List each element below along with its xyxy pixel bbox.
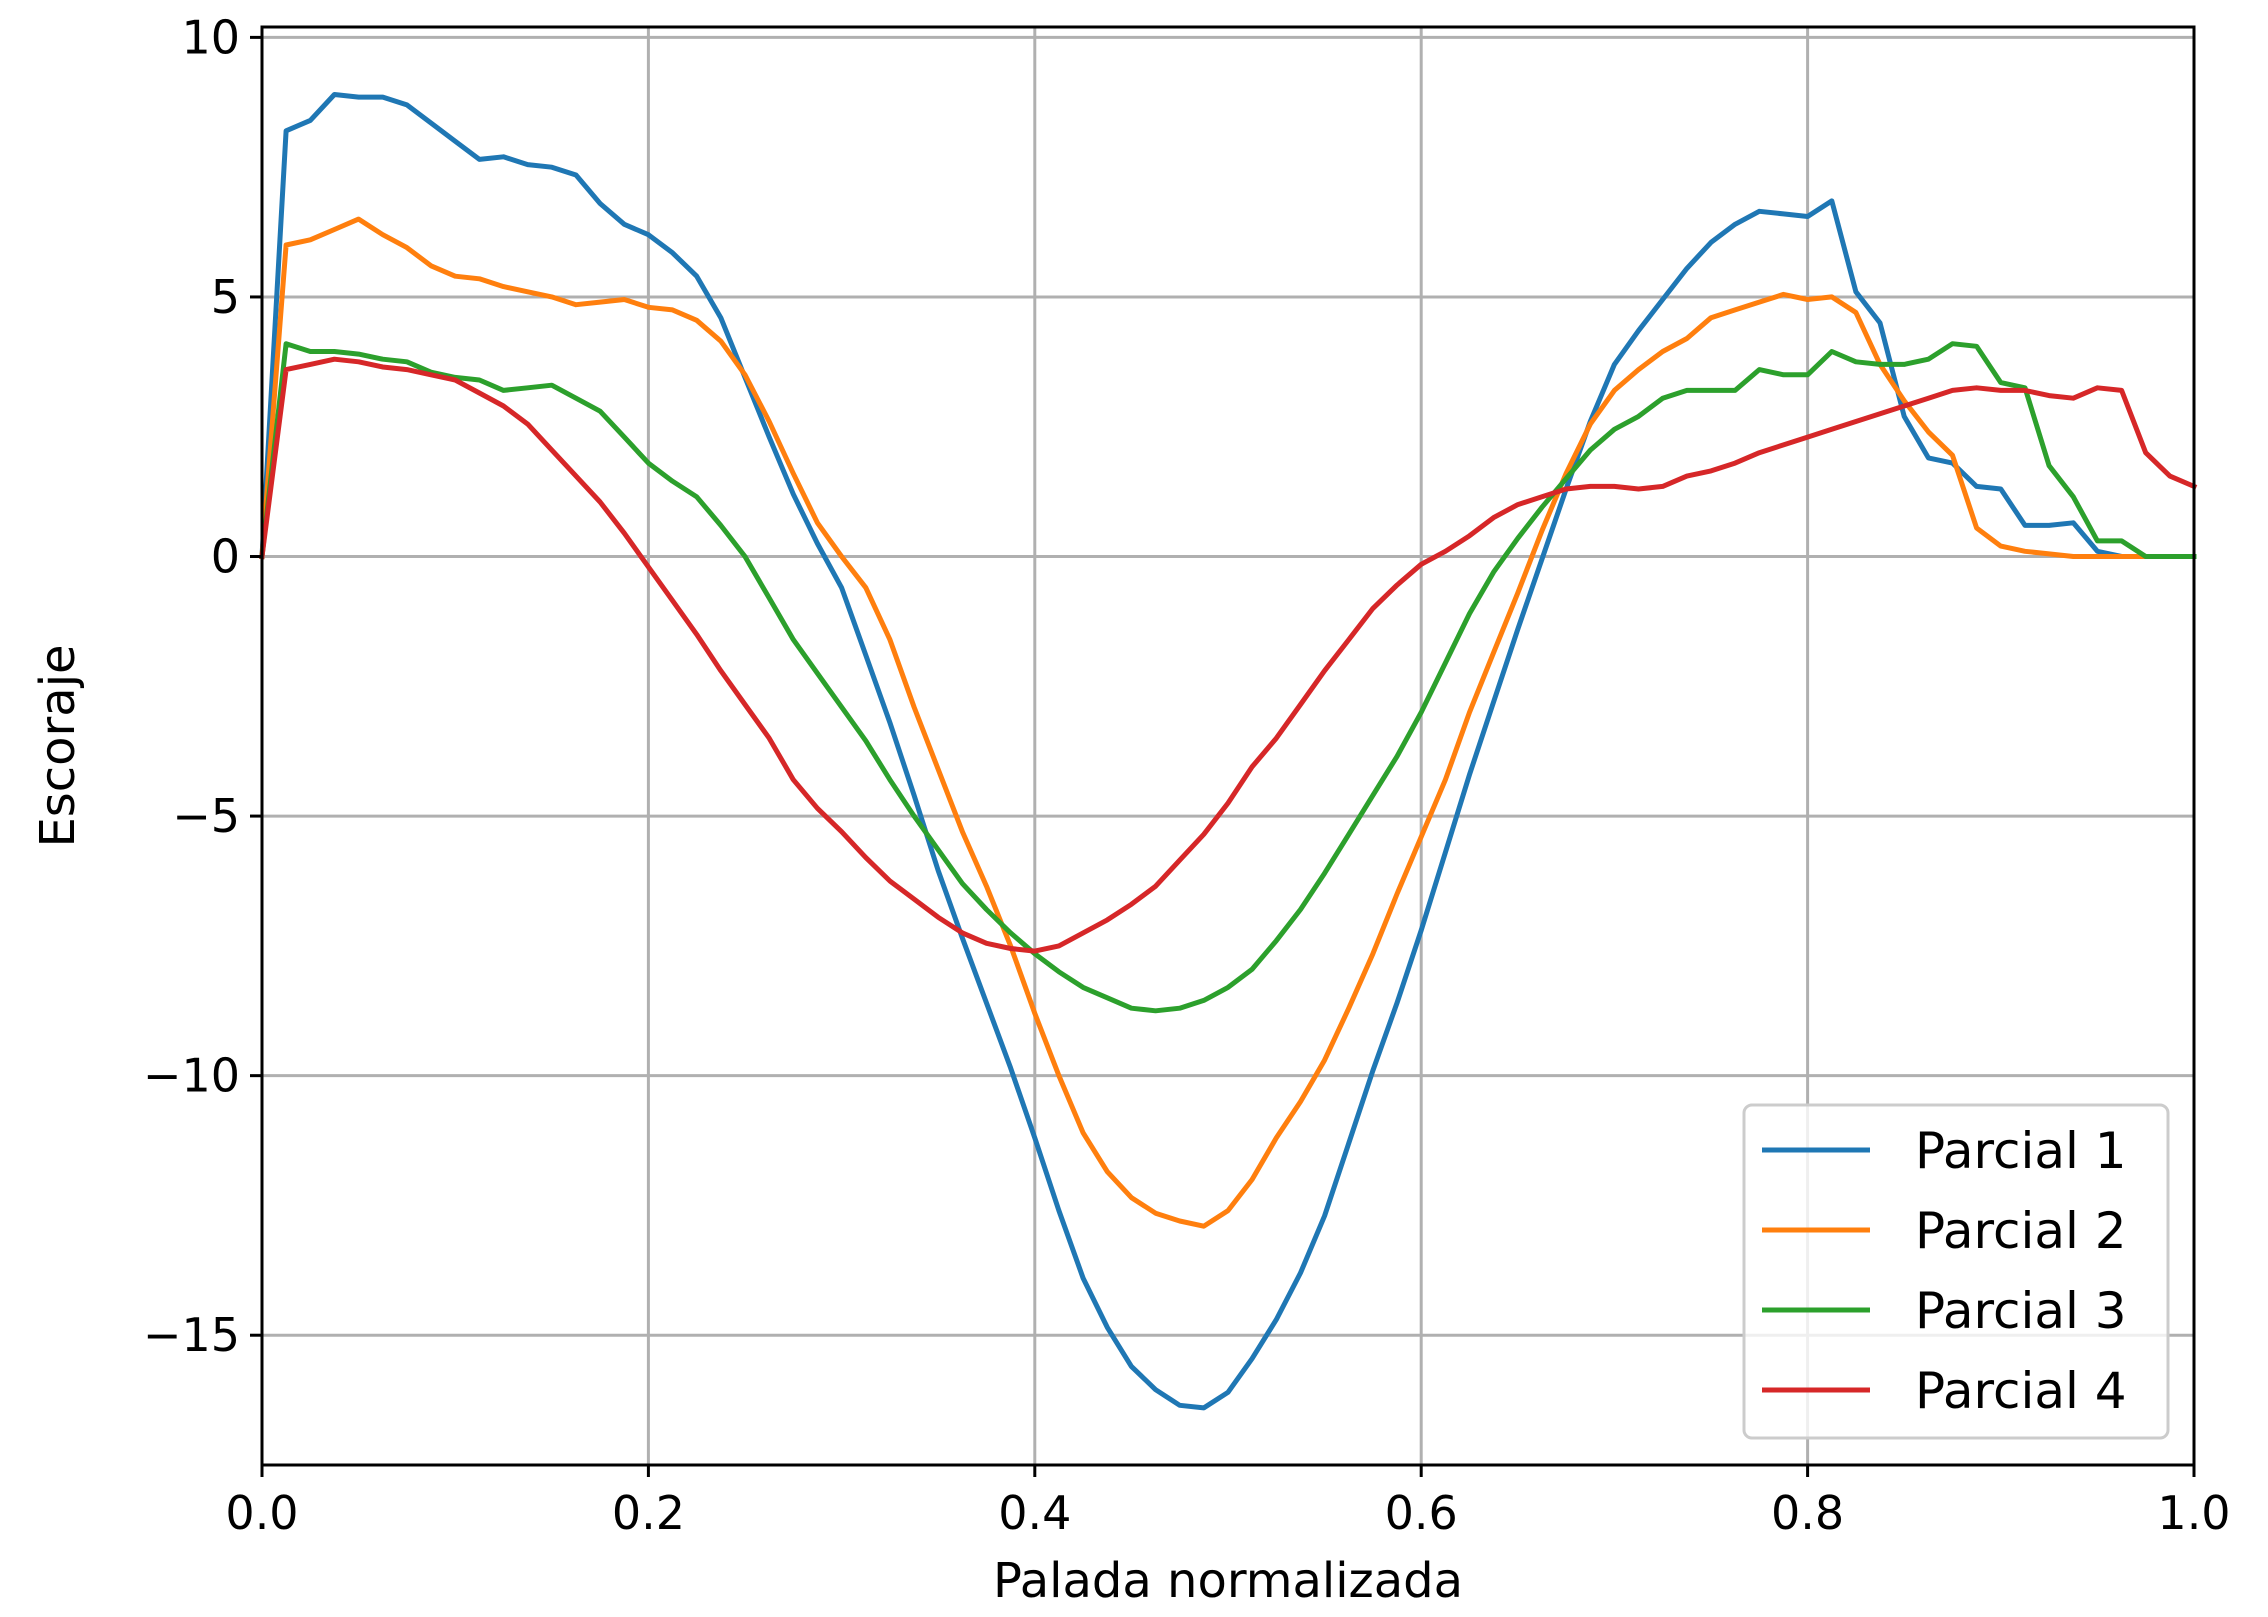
y-tick-label: 0 xyxy=(211,530,240,584)
y-tick-label: −10 xyxy=(143,1049,240,1103)
legend: Parcial 1 Parcial 2 Parcial 3 Parcial 4 xyxy=(1742,1103,2170,1440)
y-tick-label: 10 xyxy=(181,10,240,64)
plot-frame xyxy=(260,25,2196,1467)
x-tick-label: 0.8 xyxy=(1771,1486,1844,1540)
legend-label-1: Parcial 1 xyxy=(1915,1122,2127,1180)
y-axis-label: Escoraje xyxy=(30,644,86,847)
axis-ticks: 0.0 0.2 0.4 0.6 0.8 1.0 10 5 0 −5 −10 −15 xyxy=(143,10,2231,1540)
x-tick-label: 0.0 xyxy=(225,1486,298,1540)
x-tick-label: 0.4 xyxy=(998,1486,1071,1540)
series-line-3 xyxy=(259,341,2197,1014)
series-line-1 xyxy=(259,92,2197,1411)
y-tick-label: −15 xyxy=(143,1308,240,1362)
legend-label-3: Parcial 3 xyxy=(1915,1282,2127,1340)
y-tick-label: −5 xyxy=(172,789,240,843)
legend-label-2: Parcial 2 xyxy=(1915,1202,2127,1260)
y-tick-label: 5 xyxy=(211,270,240,324)
x-tick-label: 0.6 xyxy=(1385,1486,1458,1540)
legend-label-4: Parcial 4 xyxy=(1915,1362,2127,1420)
x-tick-label: 1.0 xyxy=(2157,1486,2230,1540)
series-lines xyxy=(259,92,2198,1411)
x-tick-label: 0.2 xyxy=(612,1486,685,1540)
series-line-2 xyxy=(259,216,2197,1229)
series-line-4 xyxy=(259,356,2198,954)
x-axis-label: Palada normalizada xyxy=(993,1553,1463,1609)
legend-box xyxy=(1742,1103,2170,1440)
